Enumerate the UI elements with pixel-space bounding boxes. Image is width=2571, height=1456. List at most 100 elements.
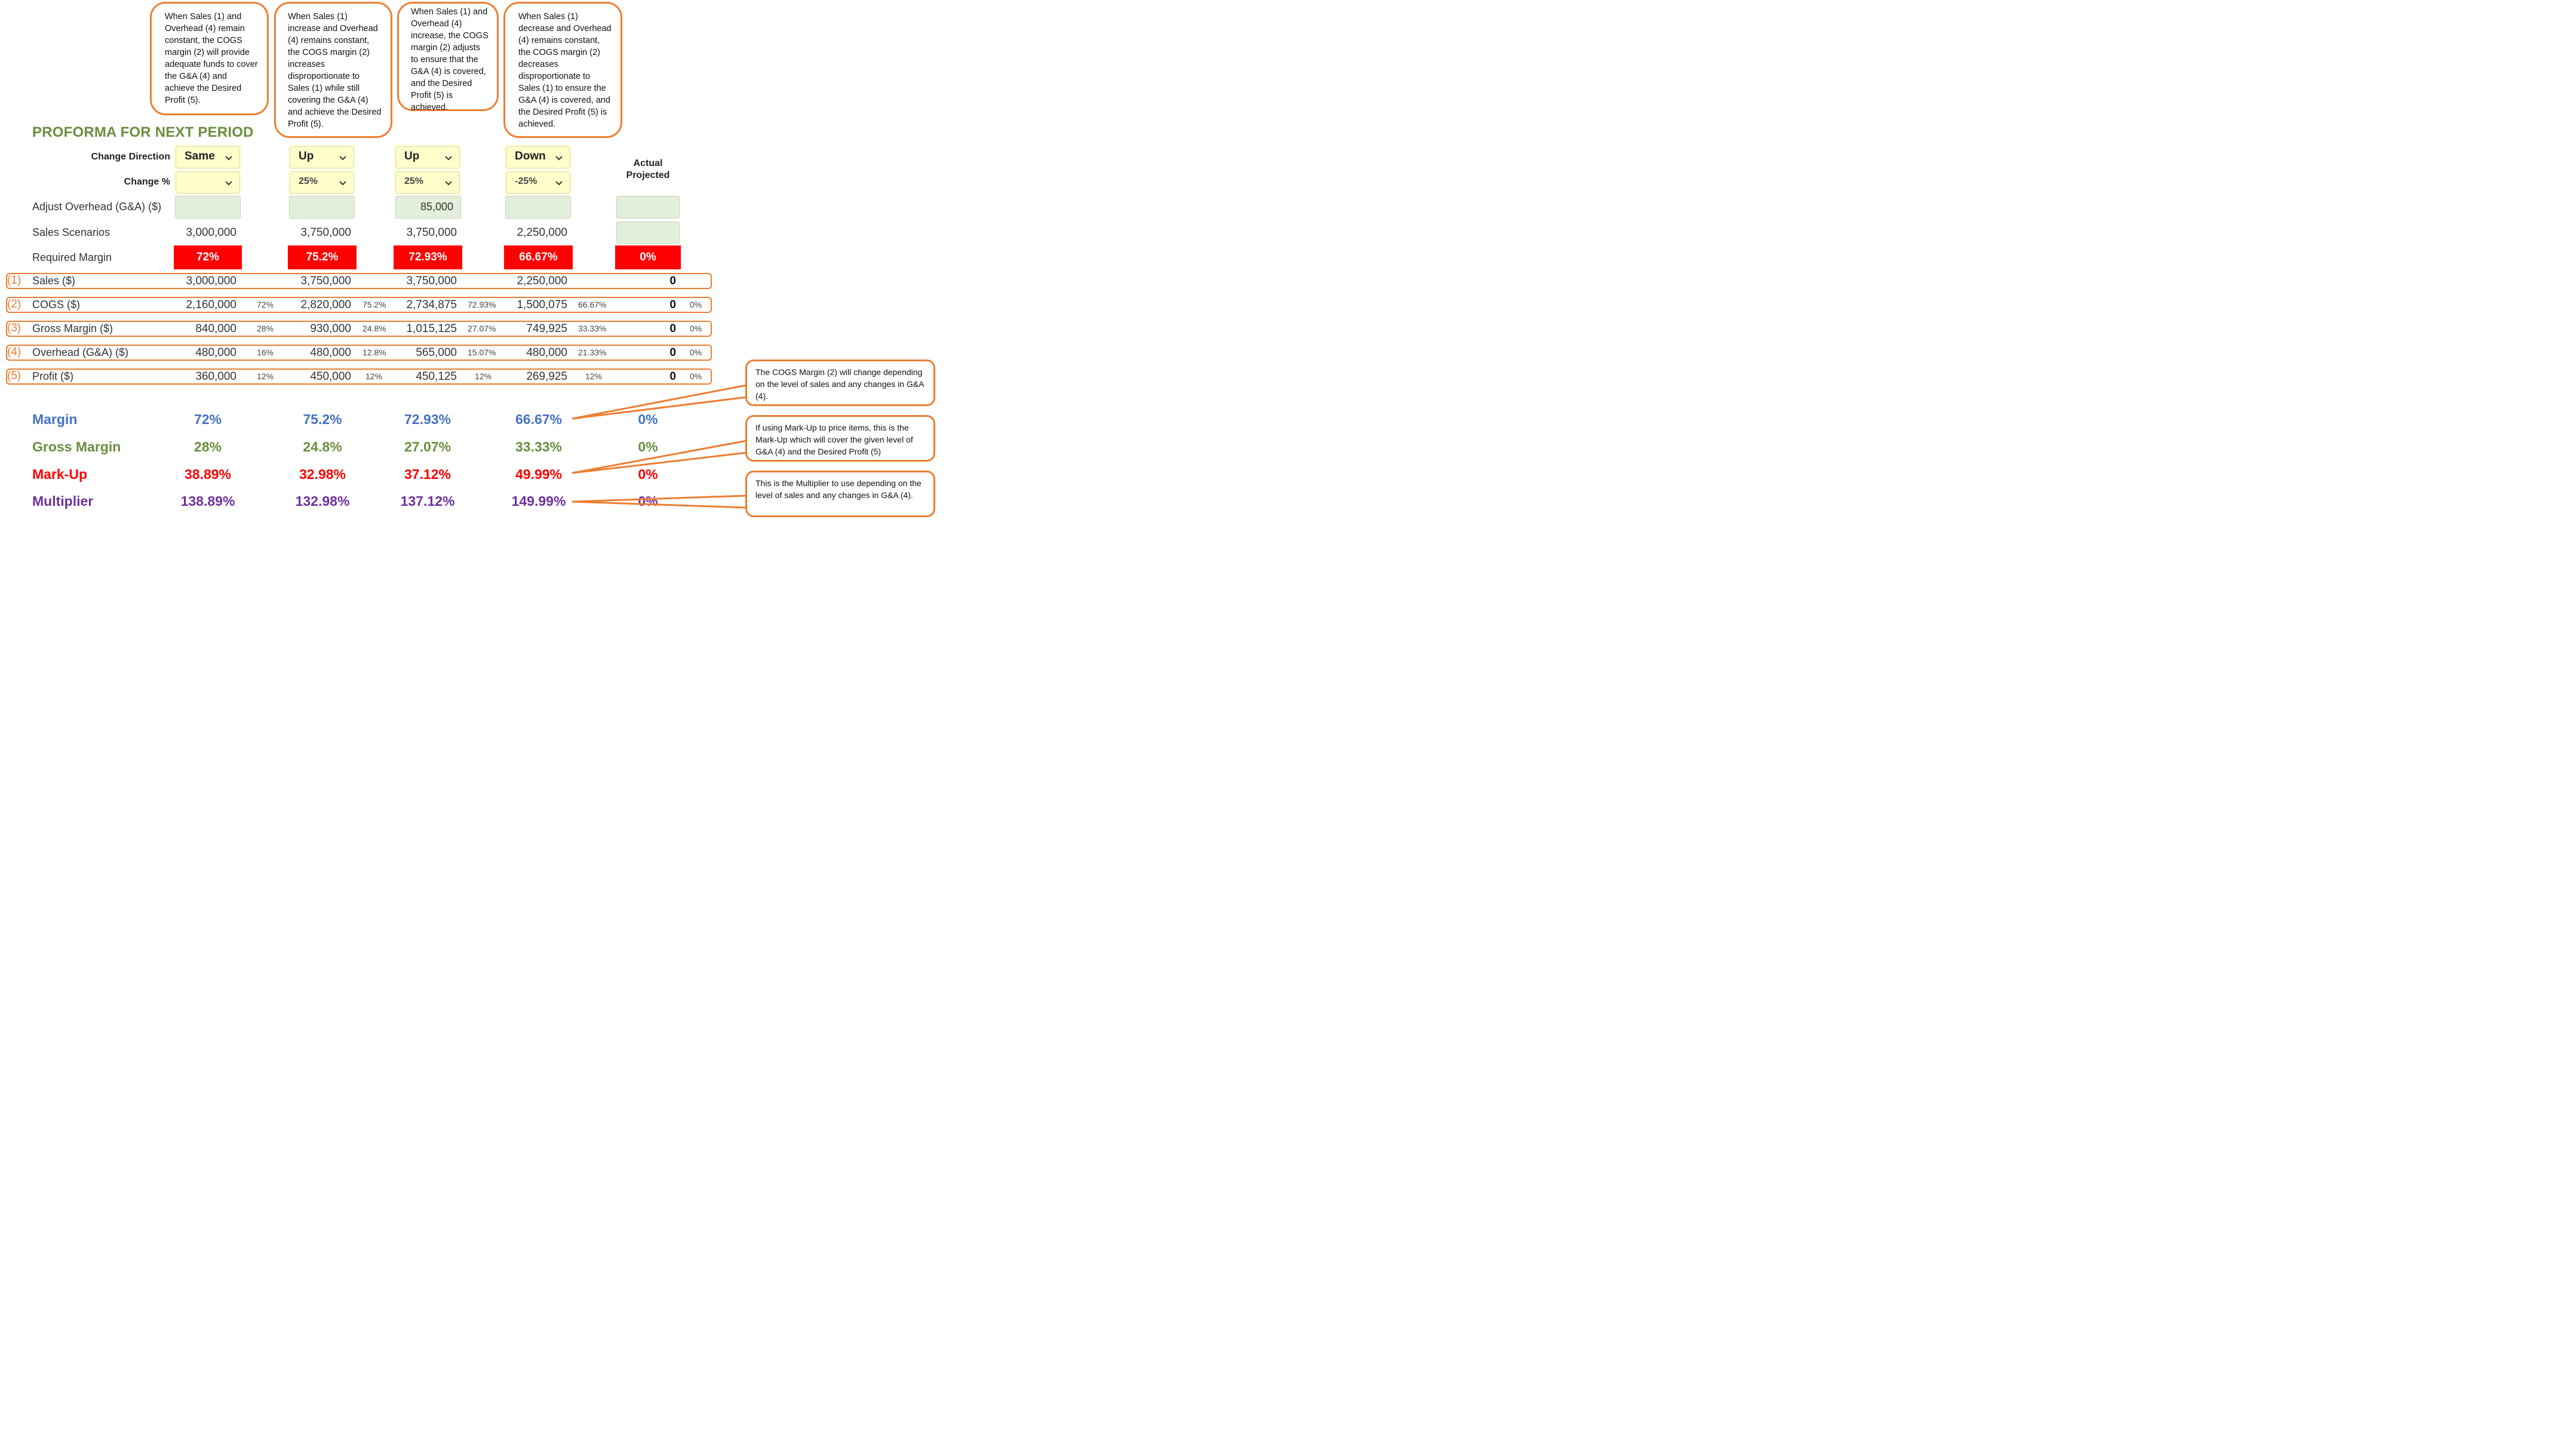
cell-pct: 12% — [585, 371, 603, 381]
required-margin-4: 66.67% — [504, 245, 573, 269]
cell-value: 3,000,000 — [186, 275, 236, 287]
actual-pct: 0% — [690, 324, 702, 333]
chevron-down-icon — [555, 181, 563, 186]
actual-value: 0 — [669, 322, 676, 335]
cell-pct: 66.67% — [578, 300, 607, 309]
cell-pct: 12% — [475, 371, 492, 381]
cell-value: 3,750,000 — [300, 275, 351, 287]
summary-value: 72.93% — [404, 411, 451, 427]
callout-text: If using Mark-Up to price items, this is… — [755, 423, 913, 456]
required-margin-label: Required Margin — [32, 251, 112, 263]
row-number: (5) — [7, 370, 21, 382]
summary-value: 49.99% — [515, 466, 562, 482]
direction-select-2[interactable]: Up — [290, 146, 354, 168]
overhead-adjust-input-4[interactable] — [505, 196, 571, 219]
callout-down: When Sales (1) decrease and Overhead (4)… — [503, 2, 622, 138]
callout-cogs-margin: The COGS Margin (2) will change dependin… — [745, 360, 935, 406]
sales-scenario-1: 3,000,000 — [186, 226, 236, 239]
change-pct-select-1[interactable] — [176, 171, 240, 193]
select-value: Down — [515, 150, 546, 162]
change-pct-select-4[interactable]: -25% — [506, 171, 570, 193]
cell-pct: 72.93% — [468, 300, 496, 309]
summary-value: 149.99% — [511, 493, 566, 509]
row-label: Gross Margin ($) — [32, 322, 113, 334]
summary-value: 0% — [638, 439, 658, 454]
cell-value: 269,925 — [526, 370, 567, 383]
summary-value: 0% — [638, 493, 658, 509]
cell-value: 360,000 — [195, 370, 236, 383]
cell-pct: 12% — [257, 371, 274, 381]
cell-value: 2,250,000 — [517, 275, 567, 287]
sales-scenario-2: 3,750,000 — [300, 226, 351, 239]
direction-select-4[interactable]: Down — [506, 146, 570, 168]
chevron-down-icon — [339, 156, 346, 161]
chevron-down-icon — [445, 156, 452, 161]
summary-multiplier-label: Multiplier — [32, 493, 94, 509]
callout-text: The COGS Margin (2) will change dependin… — [755, 367, 924, 401]
cell-value: 840,000 — [195, 322, 236, 335]
direction-select-3[interactable]: Up — [395, 146, 460, 168]
change-pct-select-3[interactable]: 25% — [395, 171, 460, 193]
summary-markup-label: Mark-Up — [32, 466, 88, 482]
callout-connectors — [572, 384, 747, 509]
callout-markup: If using Mark-Up to price items, this is… — [745, 415, 935, 462]
row-number: (1) — [7, 274, 21, 287]
cell-pct: 33.33% — [578, 324, 607, 333]
cell-pct: 75.2% — [363, 300, 386, 309]
summary-gross-margin-label: Gross Margin — [32, 439, 121, 454]
overhead-adjust-input-3[interactable]: 85,000 — [395, 196, 461, 219]
chevron-down-icon — [225, 156, 232, 161]
actual-value: 0 — [669, 275, 676, 287]
table-row-sales — [6, 273, 712, 289]
adjust-overhead-label: Adjust Overhead (G&A) ($) — [32, 201, 162, 213]
cell-value: 480,000 — [310, 346, 351, 359]
overhead-adjust-input-2[interactable] — [289, 196, 355, 219]
actual-pct: 0% — [690, 348, 702, 357]
cell-pct: 12% — [365, 371, 383, 381]
summary-value: 0% — [638, 466, 658, 482]
actual-sales-input[interactable] — [616, 222, 680, 244]
summary-value: 66.67% — [515, 411, 562, 427]
cell-value: 1,500,075 — [517, 299, 567, 311]
cell-value: 2,734,875 — [406, 299, 457, 311]
select-value: 25% — [299, 176, 318, 186]
connector-line — [572, 440, 747, 474]
callout-text: When Sales (1) and Overhead (4) remain c… — [165, 12, 258, 105]
select-value: 25% — [404, 176, 424, 186]
required-margin-3: 72.93% — [394, 245, 462, 269]
overhead-adjust-input-1[interactable] — [175, 196, 241, 219]
actual-projected-header: Actual Projected — [615, 158, 681, 182]
cell-value: 480,000 — [526, 346, 567, 359]
row-number: (2) — [7, 298, 21, 311]
callout-up-overhead: When Sales (1) and Overhead (4) increase… — [397, 2, 499, 112]
actual-overhead-input[interactable] — [616, 196, 680, 219]
cell-value: 3,750,000 — [406, 275, 457, 287]
cell-value: 749,925 — [526, 322, 567, 335]
select-value: Same — [185, 150, 215, 162]
row-label: Profit ($) — [32, 370, 74, 382]
actual-value: 0 — [669, 346, 676, 359]
table-row-cogs — [6, 297, 712, 313]
actual-pct: 0% — [690, 371, 702, 381]
summary-value: 132.98% — [295, 493, 350, 509]
sales-scenario-4: 2,250,000 — [517, 226, 567, 239]
cell-pct: 15.07% — [468, 348, 496, 357]
summary-value: 24.8% — [303, 439, 342, 454]
summary-value: 138.89% — [180, 493, 235, 509]
callout-text: When Sales (1) increase and Overhead (4)… — [288, 12, 382, 129]
row-number: (4) — [7, 346, 21, 358]
change-percent-label: Change % — [124, 177, 170, 187]
chevron-down-icon — [339, 181, 346, 186]
change-pct-select-2[interactable]: 25% — [290, 171, 354, 193]
callout-multiplier: This is the Multiplier to use depending … — [745, 471, 935, 517]
summary-margin-label: Margin — [32, 411, 78, 427]
required-margin-1: 72% — [174, 245, 242, 269]
callout-same: When Sales (1) and Overhead (4) remain c… — [150, 2, 269, 115]
summary-value: 75.2% — [303, 411, 342, 427]
chevron-down-icon — [445, 181, 452, 186]
select-value: Up — [299, 150, 314, 162]
direction-select-1[interactable]: Same — [176, 146, 240, 168]
select-value: Up — [404, 150, 420, 162]
cell-pct: 16% — [257, 348, 274, 357]
sales-scenario-3: 3,750,000 — [406, 226, 457, 239]
